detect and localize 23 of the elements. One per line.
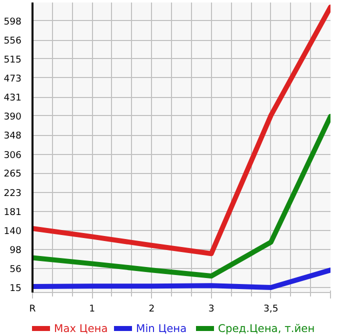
y-tick-label: 431: [4, 92, 22, 104]
y-tick-label: 98: [10, 245, 22, 256]
y-tick-label: 556: [4, 36, 22, 47]
y-tick-label: 473: [4, 73, 22, 84]
legend-label: Max Цена: [54, 321, 108, 335]
y-tick-label: 15: [10, 282, 22, 294]
y-tick-label: 515: [4, 54, 22, 66]
y-tick-label: 265: [4, 168, 22, 180]
legend-label: Min Цена: [136, 321, 187, 335]
y-tick-label: 56: [10, 264, 22, 276]
legend-label: Сред.Цена, т.йен: [218, 321, 315, 335]
y-tick-label: 348: [4, 130, 22, 142]
y-tick-label: 223: [4, 188, 22, 199]
x-tick-label: 2: [148, 304, 155, 314]
y-tick-label: 306: [4, 150, 22, 161]
x-tick-label: R: [29, 304, 36, 314]
x-tick-label: 1: [89, 304, 96, 314]
x-tick-label: 3,5: [263, 304, 278, 314]
x-tick-label: 3: [208, 304, 214, 314]
y-tick-label: 390: [4, 111, 22, 122]
y-tick-label: 598: [4, 16, 22, 28]
y-tick-label: 181: [4, 207, 22, 218]
y-tick-label: 140: [4, 226, 22, 237]
